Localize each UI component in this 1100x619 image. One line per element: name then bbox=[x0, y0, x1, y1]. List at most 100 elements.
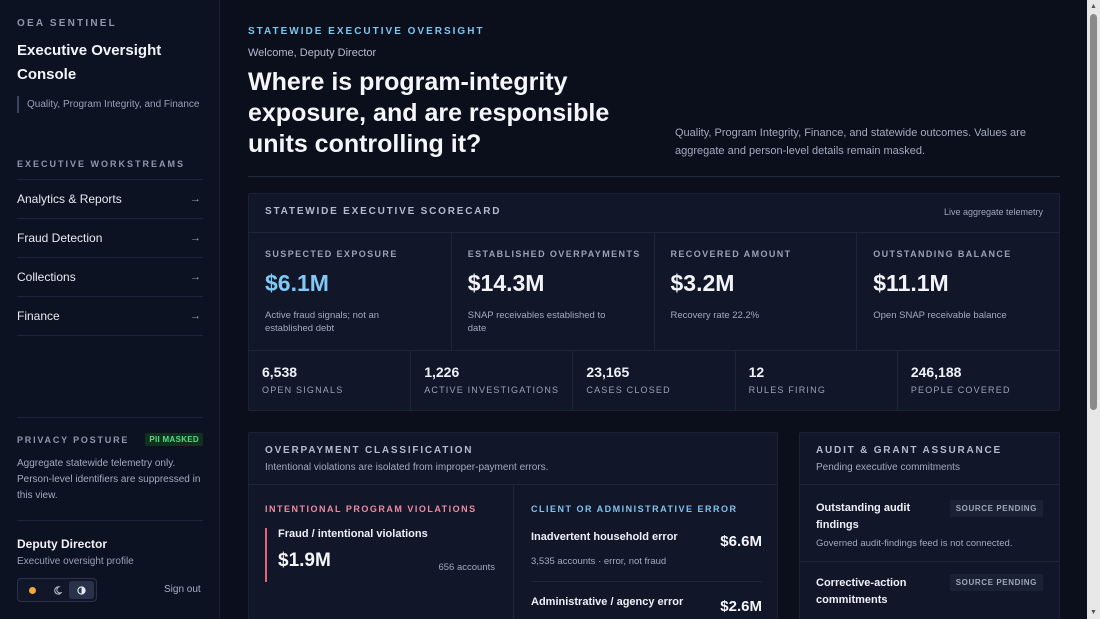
metric-note: Active fraud signals; not an established… bbox=[265, 310, 380, 334]
nav-item-finance[interactable]: Finance → bbox=[17, 297, 203, 336]
telemetry-status: Live aggregate telemetry bbox=[943, 207, 1043, 217]
theme-toggle bbox=[17, 578, 97, 602]
metric-value: $6.1M bbox=[265, 270, 329, 296]
count-label: PEOPLE COVERED bbox=[910, 385, 1011, 395]
sidebar: OEA SENTINEL Executive Oversight Console… bbox=[0, 0, 220, 619]
nav-item-label: Finance bbox=[17, 309, 60, 323]
scroll-down-arrow-icon[interactable]: ▼ bbox=[1090, 609, 1097, 616]
classification-body: INTENTIONAL PROGRAM VIOLATIONS Fraud / i… bbox=[249, 484, 777, 619]
error-value: $2.6M bbox=[720, 598, 762, 615]
metric-label: RECOVERED AMOUNT bbox=[670, 249, 792, 259]
arrow-right-icon: → bbox=[190, 271, 201, 283]
count-active-investigations: 1,226 ACTIVE INVESTIGATIONS bbox=[411, 351, 574, 411]
error-note: 3,535 accounts · error, not fraud bbox=[531, 556, 667, 567]
count-label: RULES FIRING bbox=[748, 385, 827, 395]
nav-item-fraud-detection[interactable]: Fraud Detection → bbox=[17, 219, 203, 258]
user-profile: Deputy Director Executive oversight prof… bbox=[17, 520, 203, 567]
page-eyebrow: STATEWIDE EXECUTIVE OVERSIGHT bbox=[248, 26, 485, 37]
moon-icon bbox=[53, 585, 62, 595]
metric-value: $11.1M bbox=[873, 270, 949, 296]
header-divider bbox=[248, 176, 1060, 177]
page-title: Where is program-integrity exposure, and… bbox=[248, 68, 610, 158]
arrow-right-icon: → bbox=[190, 193, 201, 205]
count-label: ACTIVE INVESTIGATIONS bbox=[424, 385, 560, 395]
fraud-violations-item: Fraud / intentional violations $1.9M 656… bbox=[265, 528, 495, 582]
count-value: 1,226 bbox=[424, 364, 460, 380]
source-pending-badge: SOURCE PENDING bbox=[949, 574, 1043, 591]
nav-item-collections[interactable]: Collections → bbox=[17, 258, 203, 297]
privacy-header: PRIVACY POSTURE PII MASKED bbox=[17, 433, 203, 446]
executive-scorecard: STATEWIDE EXECUTIVE SCORECARD Live aggre… bbox=[248, 193, 1060, 411]
metric-suspected-exposure: SUSPECTED EXPOSURE $6.1M Active fraud si… bbox=[249, 233, 452, 350]
brand-name: OEA SENTINEL bbox=[17, 18, 117, 29]
metric-label: OUTSTANDING BALANCE bbox=[873, 249, 1012, 259]
scorecard-metrics: SUSPECTED EXPOSURE $6.1M Active fraud si… bbox=[249, 232, 1059, 350]
count-open-signals: 6,538 OPEN SIGNALS bbox=[249, 351, 412, 411]
page-scrollbar[interactable]: ▲ ▼ bbox=[1087, 0, 1100, 619]
nav-item-label: Fraud Detection bbox=[17, 231, 103, 245]
scroll-thumb[interactable] bbox=[1090, 14, 1097, 410]
metric-label: ESTABLISHED OVERPAYMENTS bbox=[467, 249, 641, 259]
sun-icon bbox=[28, 586, 36, 594]
count-value: 246,188 bbox=[910, 364, 962, 380]
audit-item-title: Outstanding audit findings bbox=[816, 502, 911, 531]
metric-note: SNAP receivables established to date bbox=[467, 310, 606, 334]
audit-item-note: Governed audit-findings feed is not conn… bbox=[816, 538, 1013, 549]
metric-established-overpayments: ESTABLISHED OVERPAYMENTS $14.3M SNAP rec… bbox=[452, 233, 655, 350]
scorecard-title: STATEWIDE EXECUTIVE SCORECARD bbox=[265, 206, 502, 217]
console-subtitle: Quality, Program Integrity, and Finance bbox=[17, 96, 202, 113]
count-label: OPEN SIGNALS bbox=[262, 385, 344, 395]
classification-subtitle: Intentional violations are isolated from… bbox=[265, 462, 549, 473]
profile-role: Executive oversight profile bbox=[17, 556, 134, 567]
metric-recovered-amount: RECOVERED AMOUNT $3.2M Recovery rate 22.… bbox=[655, 233, 858, 350]
count-value: 23,165 bbox=[586, 364, 630, 380]
metric-note: Recovery rate 22.2% bbox=[670, 310, 760, 321]
error-heading: CLIENT OR ADMINISTRATIVE ERROR bbox=[531, 504, 738, 514]
fraud-title: Fraud / intentional violations bbox=[278, 528, 428, 540]
audit-body: Outstanding audit findings SOURCE PENDIN… bbox=[800, 484, 1059, 609]
nav-item-analytics-reports[interactable]: Analytics & Reports → bbox=[17, 180, 203, 219]
count-label: CASES CLOSED bbox=[586, 385, 671, 395]
nav-item-label: Collections bbox=[17, 270, 76, 284]
sign-out-link[interactable]: Sign out bbox=[164, 584, 201, 595]
metric-outstanding-balance: OUTSTANDING BALANCE $11.1M Open SNAP rec… bbox=[857, 233, 1059, 350]
household-error-row: Inadvertent household error $6.6M 3,535 … bbox=[531, 531, 762, 567]
workstreams-heading: EXECUTIVE WORKSTREAMS bbox=[17, 159, 186, 169]
count-value: 12 bbox=[748, 364, 765, 380]
arrow-right-icon: → bbox=[190, 310, 201, 322]
theme-dark-button[interactable] bbox=[45, 581, 70, 599]
count-cases-closed: 23,165 CASES CLOSED bbox=[573, 351, 736, 411]
error-column: CLIENT OR ADMINISTRATIVE ERROR Inadverte… bbox=[514, 485, 777, 619]
pii-masked-badge: PII MASKED bbox=[145, 433, 203, 446]
metric-value: $14.3M bbox=[467, 270, 545, 296]
count-people-covered: 246,188 PEOPLE COVERED bbox=[898, 351, 1059, 411]
error-title: Administrative / agency error bbox=[531, 596, 684, 608]
count-value: 6,538 bbox=[262, 364, 298, 380]
source-pending-badge: SOURCE PENDING bbox=[949, 500, 1043, 517]
audit-item-findings: Outstanding audit findings SOURCE PENDIN… bbox=[800, 485, 1059, 549]
page-intro: Quality, Program Integrity, Finance, and… bbox=[675, 127, 1026, 157]
profile-name: Deputy Director bbox=[17, 537, 108, 551]
fraud-value: $1.9M bbox=[278, 550, 331, 571]
console-title: Executive Oversight Console bbox=[17, 42, 162, 83]
scroll-up-arrow-icon[interactable]: ▲ bbox=[1090, 3, 1097, 10]
audit-title: AUDIT & GRANT ASSURANCE bbox=[816, 445, 1003, 456]
intentional-violations-column: INTENTIONAL PROGRAM VIOLATIONS Fraud / i… bbox=[249, 485, 514, 619]
audit-subtitle: Pending executive commitments bbox=[816, 462, 960, 473]
theme-contrast-button[interactable] bbox=[69, 581, 95, 599]
scorecard-counts: 6,538 OPEN SIGNALS 1,226 ACTIVE INVESTIG… bbox=[249, 350, 1059, 411]
audit-grant-assurance: AUDIT & GRANT ASSURANCE Pending executiv… bbox=[799, 432, 1060, 619]
overpayment-classification: OVERPAYMENT CLASSIFICATION Intentional v… bbox=[248, 432, 778, 619]
audit-item-corrective-actions: Corrective-action commitments SOURCE PEN… bbox=[800, 561, 1059, 609]
metric-note: Open SNAP receivable balance bbox=[873, 310, 1007, 321]
nav-item-label: Analytics & Reports bbox=[17, 192, 122, 206]
theme-light-button[interactable] bbox=[20, 581, 45, 599]
workstream-nav: Analytics & Reports → Fraud Detection → … bbox=[17, 179, 203, 336]
contrast-icon bbox=[77, 585, 86, 595]
classification-title: OVERPAYMENT CLASSIFICATION bbox=[265, 445, 474, 456]
arrow-right-icon: → bbox=[190, 232, 201, 244]
privacy-label: PRIVACY POSTURE bbox=[17, 434, 130, 445]
privacy-posture: PRIVACY POSTURE PII MASKED Aggregate sta… bbox=[17, 417, 203, 504]
metric-label: SUSPECTED EXPOSURE bbox=[265, 249, 398, 259]
intentional-heading: INTENTIONAL PROGRAM VIOLATIONS bbox=[265, 504, 477, 514]
